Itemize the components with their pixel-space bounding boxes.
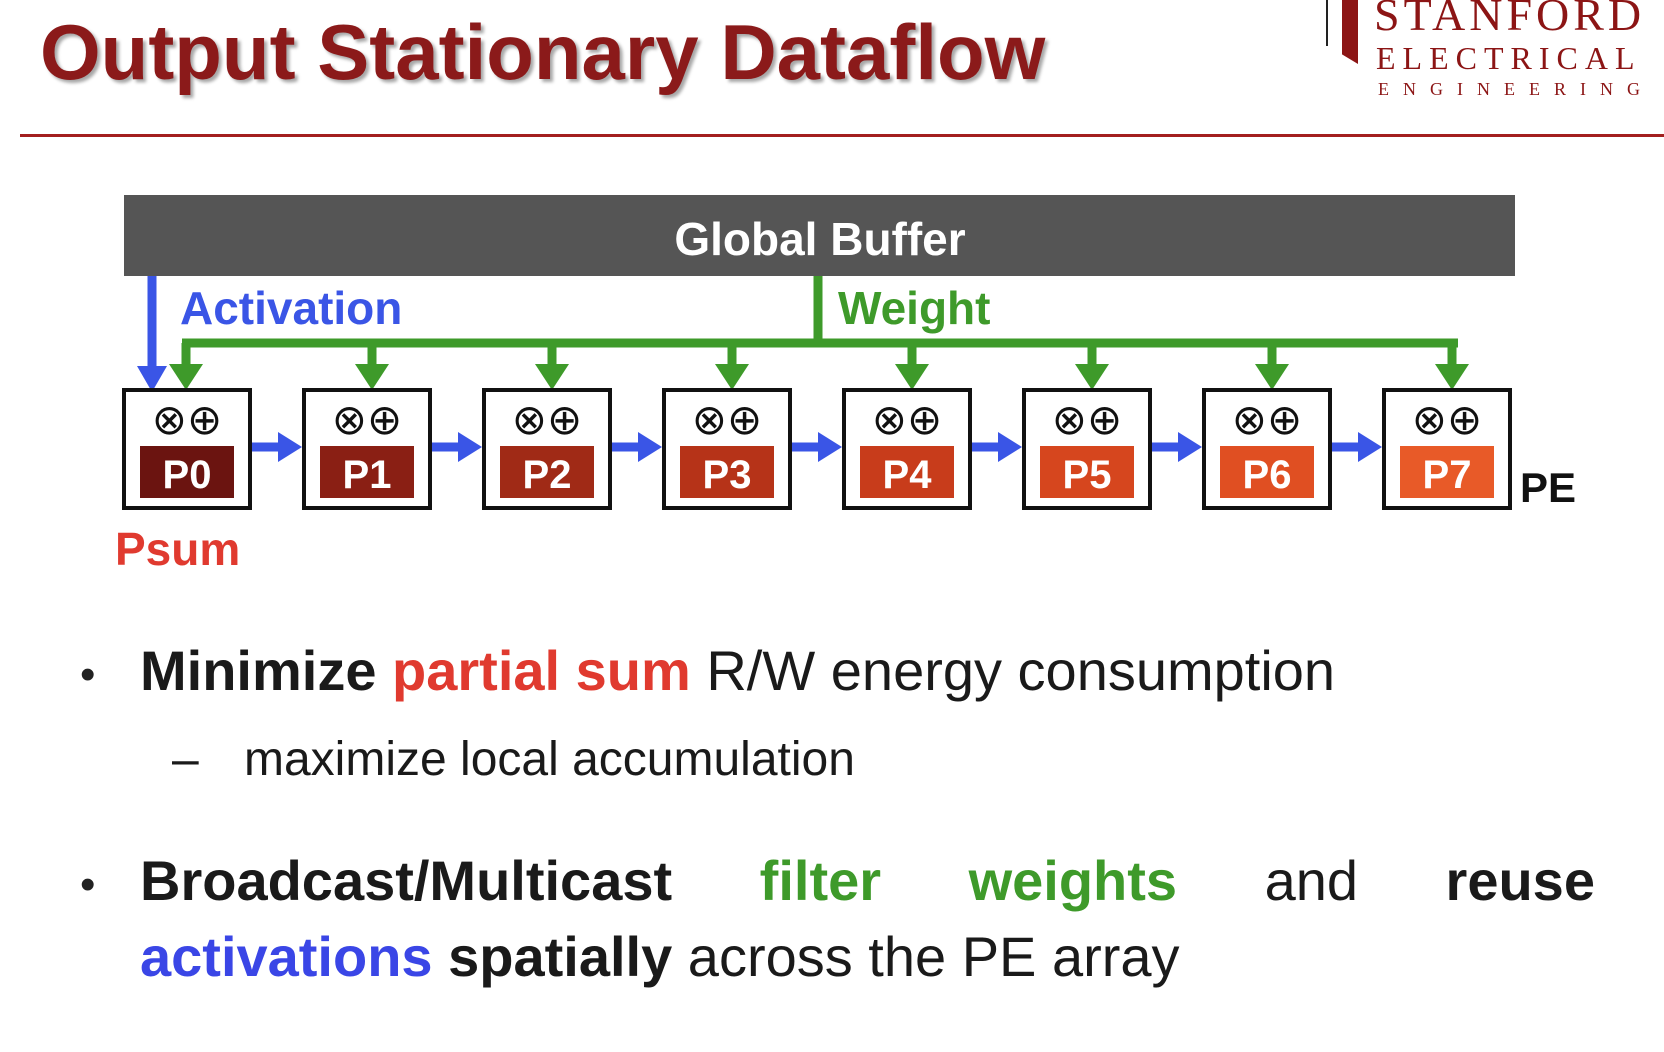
weight-arrowhead [1435,364,1469,390]
activation-shift-arrowhead [998,432,1022,462]
weight-arrowhead [535,364,569,390]
pe-label: P6 [1243,453,1292,497]
dataflow-diagram: Global Buffer Activation Weight ⊗⊕ P0 ⊗⊕ P1… [115,195,1576,575]
pe-label-block [860,446,954,498]
pe-ops-icon: ⊗⊕ [1232,395,1302,444]
activation-arrowhead [137,366,167,392]
pe-label-block [140,446,234,498]
slide-title: Output Stationary Dataflow [40,8,1046,96]
activation-shift-arrowhead [1178,432,1202,462]
weight-arrowhead [355,364,389,390]
activation-shift-arrowhead [818,432,842,462]
activation-shift-arrowhead [638,432,662,462]
activation-shift-arrowhead [458,432,482,462]
title-rule [20,134,1664,137]
logo-divider [1326,0,1328,46]
weight-arrowhead [715,364,749,390]
pe-label: P2 [523,453,572,497]
bullet-dot: • [80,650,96,699]
pe-ops-icon: ⊗⊕ [692,395,762,444]
pe-ops-icon: ⊗⊕ [512,395,582,444]
bullet-2-rest: across the PE array [687,925,1180,988]
pe-label: PE [1520,464,1576,511]
bullet-1-bold: Minimize [140,639,377,702]
activation-label: Activation [180,282,402,334]
weight-arrowhead [1075,364,1109,390]
stanford-logo: STANFORD ELECTRICAL ENGINEERING [1326,0,1664,104]
pe-label-block [500,446,594,498]
pe-ops-icon: ⊗⊕ [332,395,402,444]
pe-label-block [1220,446,1314,498]
logo-line-3: ENGINEERING [1378,79,1654,99]
pe-label-block [1400,446,1494,498]
pe-label: P7 [1423,453,1472,497]
global-buffer-label: Global Buffer [674,213,965,265]
bullet-1-text: Minimize partial sum R/W energy consumpt… [140,638,1335,703]
bullet-2-word-activations: activations [140,925,433,988]
bullet-2-word-weights: weights [968,849,1178,912]
bullet-2-word-reuse: reuse [1445,849,1595,912]
pe-label: P0 [163,453,212,497]
pe-ops-icon: ⊗⊕ [152,395,222,444]
weight-label: Weight [838,282,990,334]
pe-ops-icon: ⊗⊕ [1412,395,1482,444]
activation-shift-arrowhead [278,432,302,462]
bullet-1-highlight: partial sum [392,639,691,702]
weight-arrowhead [895,364,929,390]
logo-line-1: STANFORD [1374,0,1646,40]
pe-label-block [1040,446,1134,498]
pe-ops-icon: ⊗⊕ [1052,395,1122,444]
sub-bullet-dash: – [172,733,199,786]
pe-label: P4 [883,453,933,497]
pe-label-block [320,446,414,498]
logo-mark [1342,0,1358,64]
sub-bullet-text: maximize local accumulation [244,733,855,786]
weight-arrowhead [169,364,203,390]
logo-line-2: ELECTRICAL [1376,40,1642,76]
bullet-2-word-broadcast: Broadcast/Multicast [140,849,673,912]
sub-bullet: – maximize local accumulation [172,732,855,787]
bullet-2-word-filter: filter [759,849,882,912]
bullet-2-line-1: Broadcast/Multicast filter weights and r… [140,848,1595,913]
pe-label: P1 [343,453,392,497]
psum-label: Psum [115,523,240,575]
bullet-1-rest: R/W energy consumption [706,639,1336,702]
bullet-2-word-and: and [1264,849,1358,912]
pe-label: P5 [1063,453,1112,497]
bullet-2-word-spatially: spatially [448,925,673,988]
global-buffer [124,195,1515,276]
pe-label-block [680,446,774,498]
bullet-dot: • [80,860,96,909]
activation-shift-arrowhead [1358,432,1382,462]
bullet-2-line-2: activations spatially across the PE arra… [140,924,1180,989]
pe-ops-icon: ⊗⊕ [872,395,942,444]
pe-array: ⊗⊕ P0 ⊗⊕ P1 ⊗⊕ P2 ⊗⊕ P3 ⊗⊕ P4 ⊗⊕ P5 ⊗⊕ P6 ⊗⊕ P7 [122,276,1512,510]
pe-label: P3 [703,453,752,497]
weight-arrowhead [1255,364,1289,390]
